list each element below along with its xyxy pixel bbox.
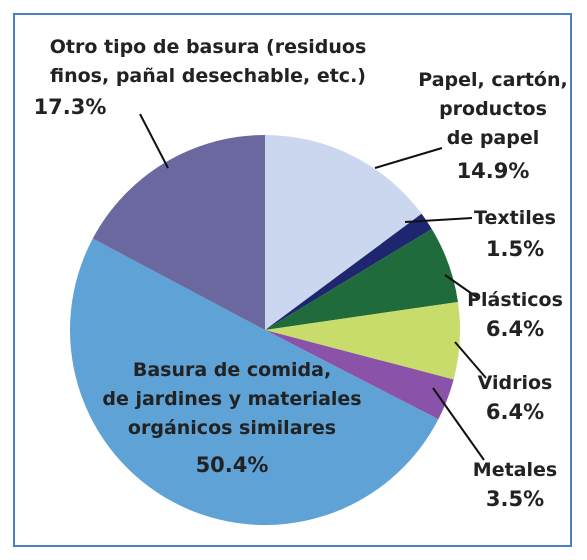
pie-slice bbox=[69, 238, 439, 526]
leader-line bbox=[404, 217, 473, 223]
value-label: 50.4% bbox=[196, 453, 269, 477]
label-line: de jardines y materiales bbox=[102, 388, 361, 410]
value-label: 3.5% bbox=[486, 487, 544, 511]
pie-slice bbox=[265, 228, 458, 330]
label-line: Basura de comida, bbox=[133, 359, 331, 381]
slice-label: Vidrios bbox=[478, 372, 553, 394]
value-label: 14.9% bbox=[457, 159, 530, 183]
leader-line bbox=[139, 113, 169, 169]
value-label: 1.5% bbox=[486, 237, 544, 261]
leader-line bbox=[374, 147, 443, 169]
value-label: 6.4% bbox=[486, 400, 544, 424]
slice-label: Basura de comida, de jardines y materiale… bbox=[102, 359, 361, 439]
pie-slice bbox=[265, 330, 454, 420]
pie-slice bbox=[265, 302, 460, 380]
slice-label: Metales bbox=[473, 459, 557, 481]
label-line: Textiles bbox=[474, 207, 556, 229]
label-line: orgánicos similares bbox=[128, 417, 336, 439]
slice-label: Plásticos bbox=[467, 289, 563, 311]
slice-label: Textiles bbox=[474, 207, 556, 229]
label-line: productos bbox=[439, 98, 547, 120]
value-label: 17.3% bbox=[34, 95, 107, 119]
label-line: Otro tipo de basura (residuos bbox=[50, 36, 367, 58]
label-line: Vidrios bbox=[478, 372, 553, 394]
label-line: finos, pañal desechable, etc.) bbox=[50, 65, 366, 87]
label-line: Metales bbox=[473, 459, 557, 481]
leader-line bbox=[444, 274, 479, 299]
pie-slice bbox=[265, 135, 422, 330]
pie-slice bbox=[92, 135, 265, 330]
slice-label: Papel, cartón, productos de papel bbox=[418, 69, 567, 149]
leader-line bbox=[454, 341, 487, 379]
pie-slice bbox=[265, 213, 432, 330]
label-line: Papel, cartón, bbox=[418, 69, 567, 91]
label-line: de papel bbox=[447, 127, 540, 149]
slice-label: Otro tipo de basura (residuos finos, paña… bbox=[50, 36, 367, 87]
label-line: Plásticos bbox=[467, 289, 563, 311]
leader-line bbox=[432, 387, 485, 461]
value-label: 6.4% bbox=[486, 317, 544, 341]
